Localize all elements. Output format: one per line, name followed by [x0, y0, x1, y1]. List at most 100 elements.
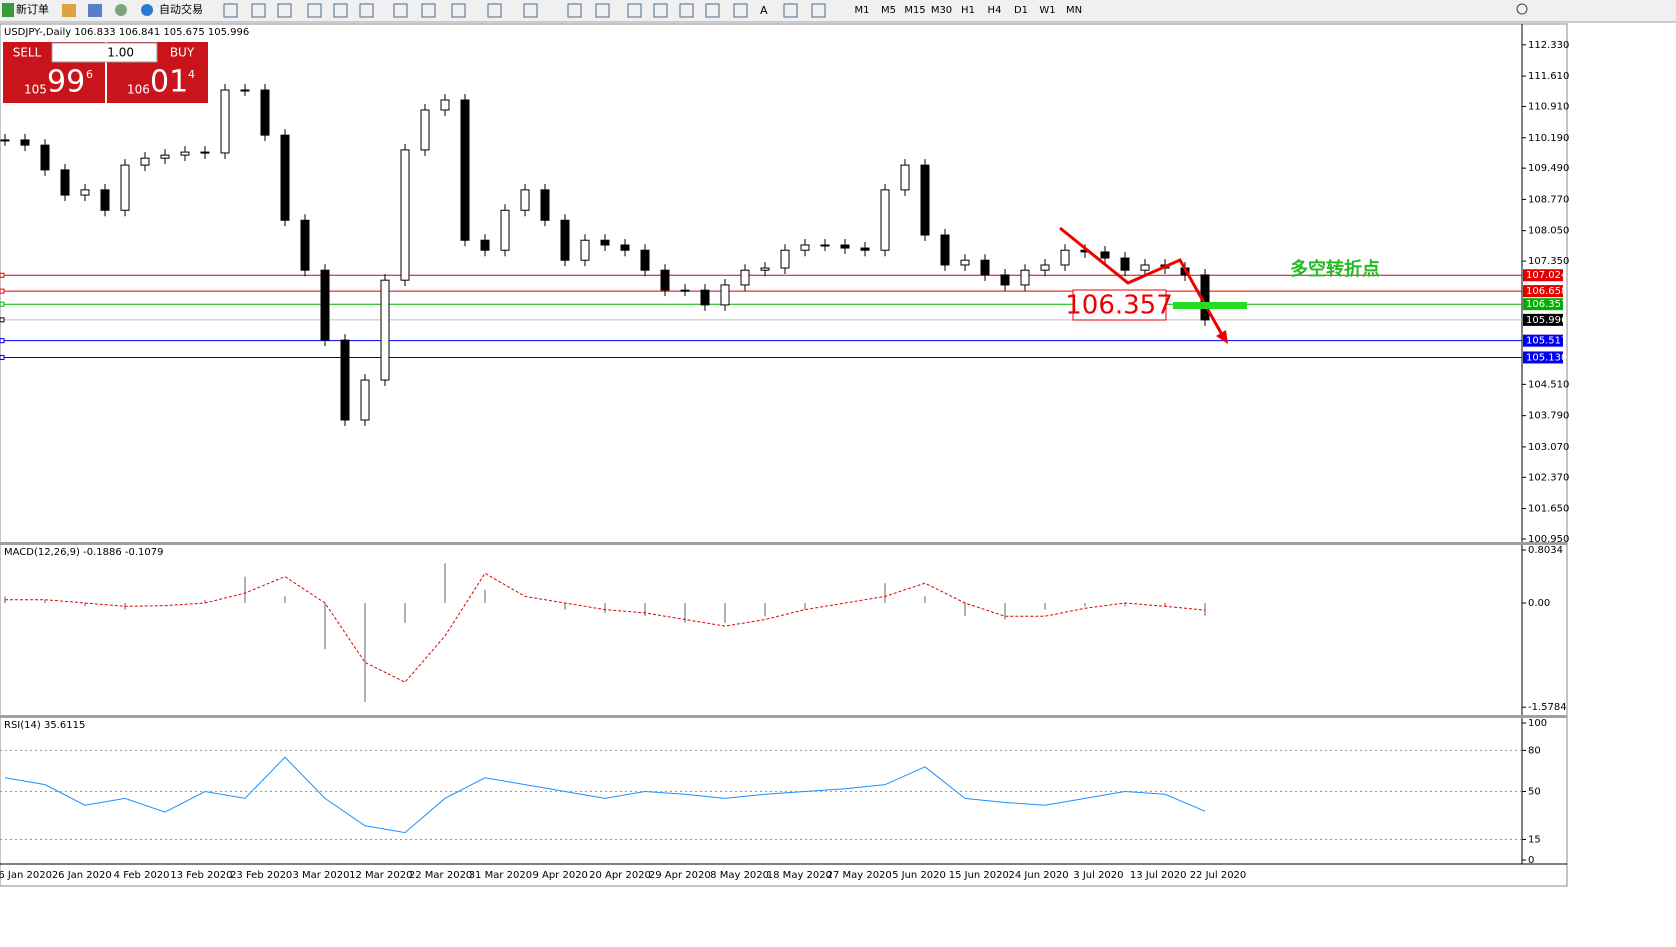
icon[interactable] [88, 4, 102, 17]
timeframe-button[interactable]: W1 [1039, 5, 1055, 16]
candle-body [140, 157, 150, 166]
level-label: 105.517 [1526, 336, 1567, 347]
search-icon[interactable] [1516, 3, 1528, 15]
toolbar-icon[interactable] [307, 3, 322, 18]
y-tick-label: 0 [1528, 855, 1534, 866]
macd-bar [1124, 603, 1126, 607]
auto-trading-button[interactable]: 自动交易 [159, 2, 203, 16]
toolbar-icon[interactable] [333, 3, 348, 18]
candle-body [800, 244, 810, 251]
y-tick-label: 107.350 [1528, 256, 1569, 267]
icon[interactable] [115, 4, 127, 16]
macd-bar [404, 603, 406, 623]
sell-sup: 6 [86, 68, 93, 81]
candle-body [1040, 264, 1050, 271]
arrow-head [1216, 330, 1228, 344]
timeframe-button[interactable]: M1 [855, 5, 870, 16]
level-marker [0, 354, 5, 360]
timeframe-button[interactable]: D1 [1014, 5, 1028, 16]
buy-button[interactable]: BUY [170, 46, 195, 60]
toolbar-icon[interactable] [251, 3, 266, 18]
lot-value[interactable]: 1.00 [107, 46, 134, 60]
toolbar-icon[interactable] [451, 3, 466, 18]
new-order-button[interactable]: 新订单 [16, 2, 49, 16]
x-tick-label: 16 Jan 2020 [0, 870, 52, 881]
timeframe-button[interactable]: MN [1066, 5, 1082, 16]
candle-body [780, 249, 790, 269]
new-order-icon[interactable] [2, 3, 14, 17]
level-label: 106.658 [1526, 286, 1567, 297]
rsi-line [4, 756, 1206, 834]
toolbar-icon[interactable] [627, 3, 642, 18]
y-tick-label: 101.650 [1528, 504, 1569, 515]
icon[interactable] [62, 4, 76, 17]
timeframe-button[interactable]: M15 [904, 5, 925, 16]
toolbar-icon[interactable] [393, 3, 408, 18]
y-tick-label: 111.610 [1528, 71, 1569, 82]
candle-body [1100, 251, 1110, 259]
buy-sup: 4 [188, 68, 195, 81]
toolbar-icon[interactable] [783, 3, 798, 18]
toolbar-icon[interactable] [733, 3, 748, 18]
text-tool[interactable]: A [760, 4, 768, 17]
sell-button[interactable]: SELL [13, 46, 42, 60]
toolbar-icon[interactable] [811, 3, 826, 18]
y-tick-label: 0.8034 [1528, 545, 1563, 556]
level-label: 106.357 [1526, 299, 1567, 310]
y-tick-label: 112.330 [1528, 40, 1569, 51]
level-label: 107.024 [1526, 270, 1567, 281]
timeframe-button[interactable]: M5 [881, 5, 896, 16]
candle-body [300, 219, 310, 271]
macd-bar [564, 603, 566, 610]
level-label-bg [1523, 269, 1563, 282]
candle-body [620, 244, 630, 251]
level-label-bg [1523, 313, 1563, 326]
candle-body [380, 279, 390, 381]
toolbar-icon[interactable] [223, 3, 238, 18]
level-label-bg [1523, 298, 1563, 311]
y-tick-label: 108.770 [1528, 194, 1569, 205]
toolbar-icon[interactable] [653, 3, 668, 18]
level-label-bg [1523, 285, 1563, 298]
toolbar-icon[interactable] [421, 3, 436, 18]
toolbar-icon[interactable] [567, 3, 582, 18]
candle-body [940, 234, 950, 266]
toolbar-icon[interactable] [679, 3, 694, 18]
y-tick-label: 15 [1528, 834, 1541, 845]
macd-signal [5, 572, 1206, 683]
level-label: 105.130 [1526, 352, 1567, 363]
candle-body [120, 164, 130, 211]
x-tick-label: 5 Jun 2020 [892, 870, 946, 881]
toolbar-icon[interactable] [487, 3, 502, 18]
candle-body [760, 267, 770, 271]
price-box [1072, 289, 1167, 321]
candle-body [340, 339, 350, 421]
timeframe-button[interactable]: H1 [961, 5, 975, 16]
toolbar-icon[interactable] [359, 3, 374, 18]
toolbar-icon[interactable] [705, 3, 720, 18]
toolbar-icons: M1 M5 M15 M30 H1 H4 D1 W1 MN [223, 3, 1082, 18]
toolbar-icon[interactable] [595, 3, 610, 18]
y-tick-label: 103.070 [1528, 442, 1569, 453]
chart-frame [0, 23, 1568, 887]
candle-body [880, 189, 890, 251]
timeframe-button[interactable]: H4 [988, 5, 1002, 16]
lot-box[interactable] [51, 42, 158, 63]
pivot-bar [1173, 302, 1247, 309]
x-tick-label: 22 Mar 2020 [409, 870, 472, 881]
timeframe-button[interactable]: M30 [931, 5, 952, 16]
macd-bar [924, 596, 926, 604]
candle-body [660, 269, 670, 291]
toolbar-icon[interactable] [523, 3, 538, 18]
candle-body [900, 164, 910, 191]
toolbar-icon[interactable] [277, 3, 292, 18]
x-tick-label: 15 Jun 2020 [949, 870, 1009, 881]
sell-big: 105 [24, 83, 47, 97]
macd-bar [644, 603, 646, 617]
candle-body [200, 151, 210, 154]
candle-body [740, 269, 750, 286]
auto-trading-icon[interactable] [141, 4, 153, 16]
y-tick-label: 110.910 [1528, 101, 1569, 112]
candle-body [460, 99, 470, 241]
